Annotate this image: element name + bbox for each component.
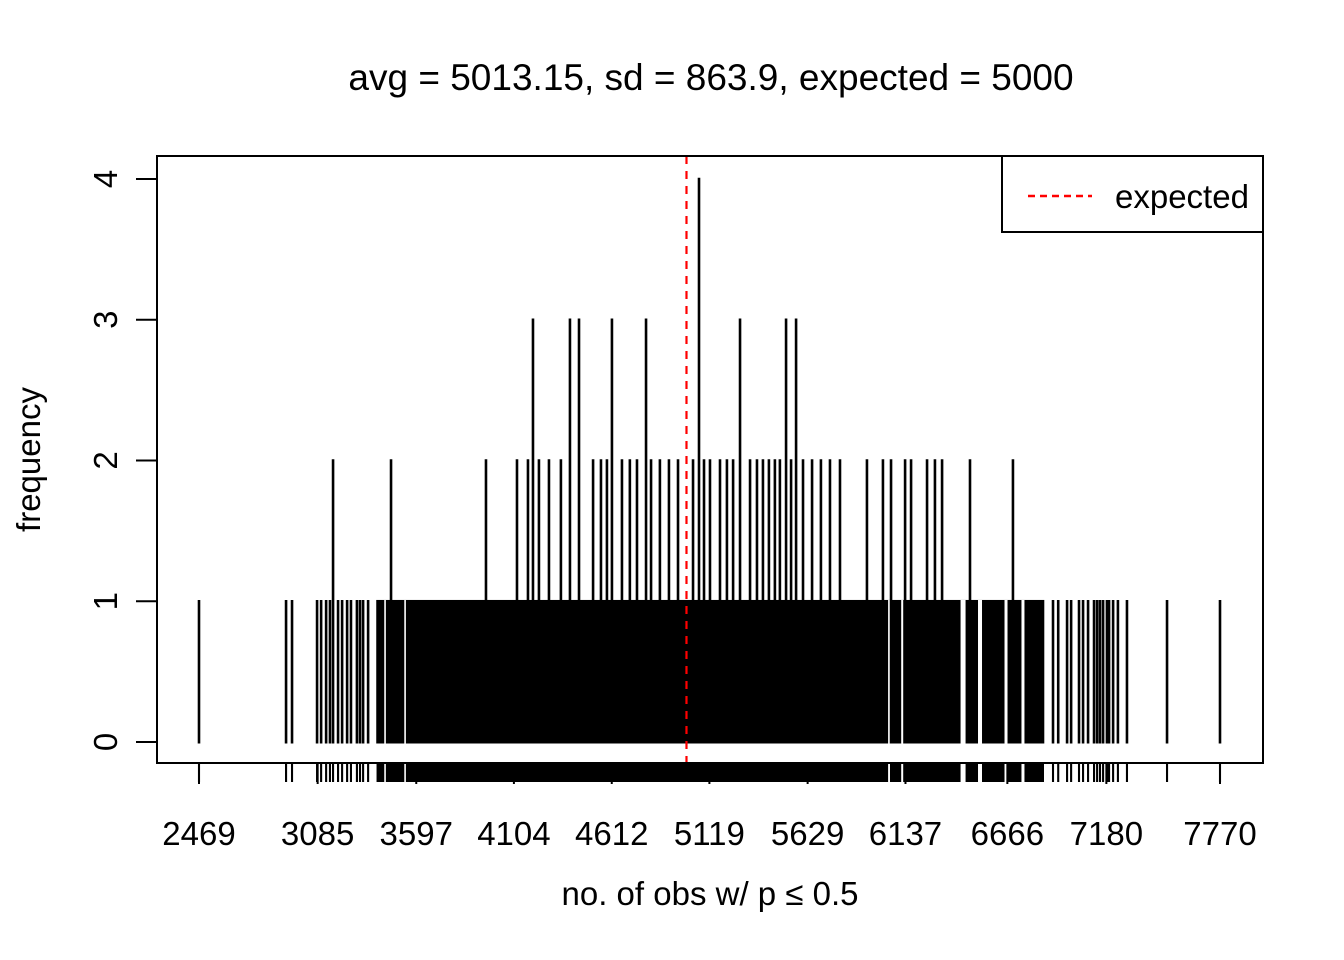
x-tick-label: 7180 (1070, 815, 1143, 852)
x-tick-label: 6137 (869, 815, 942, 852)
x-tick-label: 2469 (162, 815, 235, 852)
x-tick-label: 3085 (281, 815, 354, 852)
legend-box (1001, 155, 1264, 233)
y-tick-label: 2 (87, 451, 124, 469)
x-tick-label: 3597 (380, 815, 453, 852)
y-tick-label: 0 (87, 733, 124, 751)
y-tick-label: 3 (87, 311, 124, 329)
x-axis-label: no. of obs w/ p ≤ 0.5 (562, 875, 859, 912)
y-tick-label: 1 (87, 592, 124, 610)
x-tick-label: 7770 (1183, 815, 1256, 852)
x-tick-label: 4612 (575, 815, 648, 852)
x-tick-label: 5119 (674, 815, 745, 852)
x-tick-label: 4104 (477, 815, 550, 852)
chart-title: avg = 5013.15, sd = 863.9, expected = 50… (348, 57, 1073, 98)
legend-label: expected (1115, 178, 1249, 215)
y-axis-label: frequency (10, 387, 47, 532)
x-tick-label: 5629 (771, 815, 844, 852)
y-tick-label: 4 (87, 170, 124, 188)
x-tick-label: 6666 (971, 815, 1044, 852)
